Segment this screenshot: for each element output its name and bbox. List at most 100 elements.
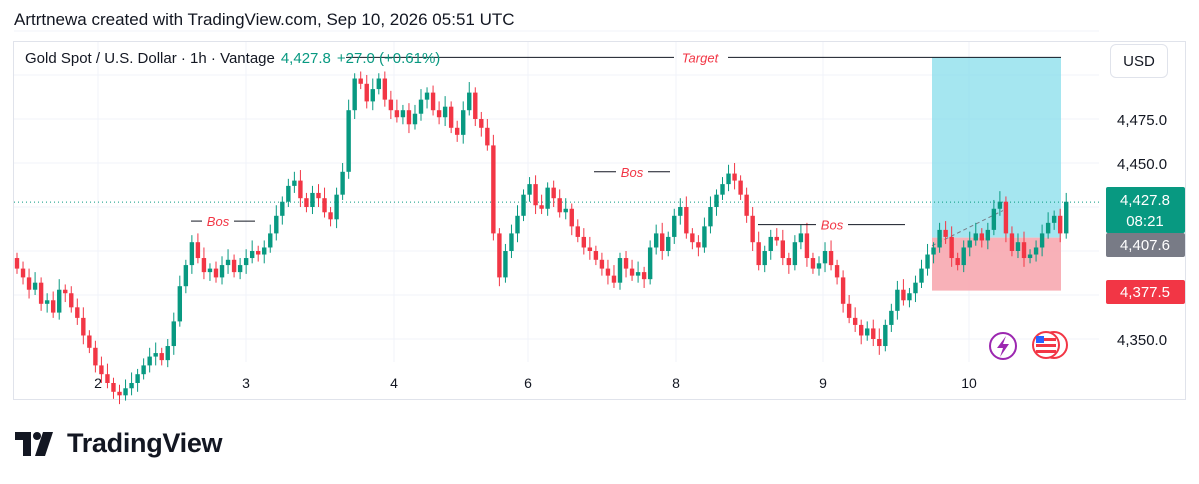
candle-body <box>865 328 870 336</box>
price-change: +27.0 (+0.61%) <box>336 50 441 67</box>
stop-price-tag <box>1106 280 1185 304</box>
candle-body <box>346 110 351 172</box>
candle-body <box>599 259 605 269</box>
candle-body <box>364 83 369 102</box>
candle-body <box>141 365 146 375</box>
bos-label: Bos <box>207 214 230 229</box>
annotations: Target Bos Bos Bos <box>191 50 1061 233</box>
candle-body <box>1003 201 1009 234</box>
candle-body <box>563 208 568 213</box>
candle-body <box>57 289 62 313</box>
candle-body <box>533 184 538 206</box>
candle-body <box>1039 233 1045 248</box>
candle-body <box>575 226 580 237</box>
candle-body <box>545 187 550 209</box>
candle-body <box>635 272 641 276</box>
candle-body <box>479 119 484 128</box>
candle-body <box>1009 233 1015 251</box>
candle-body <box>412 113 418 125</box>
candle-body <box>653 233 659 248</box>
candle-body <box>1057 215 1063 234</box>
candle-body <box>153 353 158 357</box>
position-zones <box>14 57 1099 291</box>
candle-body <box>376 78 381 90</box>
candle-body <box>32 282 38 290</box>
y-axis: 4,475.0 4,450.0 4,350.0 <box>1117 112 1167 349</box>
candle-body <box>1015 242 1021 251</box>
candle-body <box>623 258 629 269</box>
candle-body <box>738 180 743 195</box>
candle-body <box>672 215 677 237</box>
candle-body <box>714 194 719 207</box>
x-tick-label: 8 <box>672 375 680 391</box>
candle-body <box>569 208 574 227</box>
candle-body <box>436 110 442 118</box>
candle-body <box>370 89 375 102</box>
candle-body <box>792 242 798 266</box>
candle-body <box>111 383 116 392</box>
brand-name: TradingView <box>67 428 223 458</box>
candle-body <box>539 205 544 209</box>
tradingview-logo-icon <box>15 431 53 456</box>
symbol-legend[interactable]: Gold Spot / U.S. Dollar · 1h · Vantage 4,… <box>25 50 440 67</box>
candle-body <box>20 268 26 278</box>
candle-body <box>593 251 599 260</box>
candle-body <box>207 268 213 273</box>
candle-body <box>551 187 556 199</box>
candle-body <box>225 259 231 266</box>
x-axis: 2 3 4 6 8 9 10 <box>94 375 977 391</box>
candle-body <box>63 289 68 294</box>
tradingview-logo[interactable]: TradingView <box>15 428 223 459</box>
symbol-name: Gold Spot / U.S. Dollar · 1h · Vantage <box>25 50 275 67</box>
candle-body <box>322 198 327 213</box>
candle-body <box>762 251 767 266</box>
candle-body <box>298 180 303 199</box>
candle-body <box>262 247 267 255</box>
candle-body <box>38 282 44 304</box>
candle-body <box>334 194 339 220</box>
event-badges <box>989 331 1068 360</box>
candle-body <box>177 286 183 322</box>
candle-body <box>358 78 363 84</box>
candle-body <box>919 268 924 283</box>
bos-label: Bos <box>621 165 644 180</box>
candle-body <box>647 247 653 280</box>
candle-body <box>720 184 725 195</box>
candle-body <box>666 236 671 251</box>
candle-body <box>406 110 412 125</box>
x-tick-label: 9 <box>819 375 827 391</box>
flag-stripe <box>1036 350 1056 353</box>
target-label: Target <box>682 50 720 65</box>
candle-body <box>189 242 195 266</box>
candle-body <box>883 324 888 347</box>
chart-header: Artrtnewa created with TradingView.com, … <box>14 10 515 29</box>
candle-body <box>14 258 20 269</box>
candle-body <box>418 99 424 114</box>
last-price: 4,427.8 <box>280 50 331 67</box>
candle-body <box>527 184 532 195</box>
currency-button[interactable]: USD <box>1110 44 1168 78</box>
candle-body <box>804 233 810 259</box>
candle-body <box>726 173 731 185</box>
candle-body <box>925 254 930 269</box>
candle-body <box>967 240 972 248</box>
candle-body <box>750 215 755 243</box>
projection-line <box>931 210 1004 247</box>
candle-body <box>316 192 321 199</box>
chart-frame[interactable] <box>13 41 1186 400</box>
candle-body <box>955 258 960 266</box>
candle-body <box>473 92 478 119</box>
candle-body <box>99 365 104 375</box>
candle-body <box>979 233 984 241</box>
candle-body <box>943 229 948 237</box>
candle-body <box>798 233 804 243</box>
candle-body <box>81 317 86 336</box>
target-zone <box>932 57 1061 238</box>
candle-body <box>768 236 773 251</box>
candle-body <box>515 215 520 234</box>
bar-countdown: 08:21 <box>1126 213 1164 230</box>
candle-body <box>117 391 122 396</box>
candle-body <box>26 277 32 290</box>
candle-body <box>195 242 201 259</box>
